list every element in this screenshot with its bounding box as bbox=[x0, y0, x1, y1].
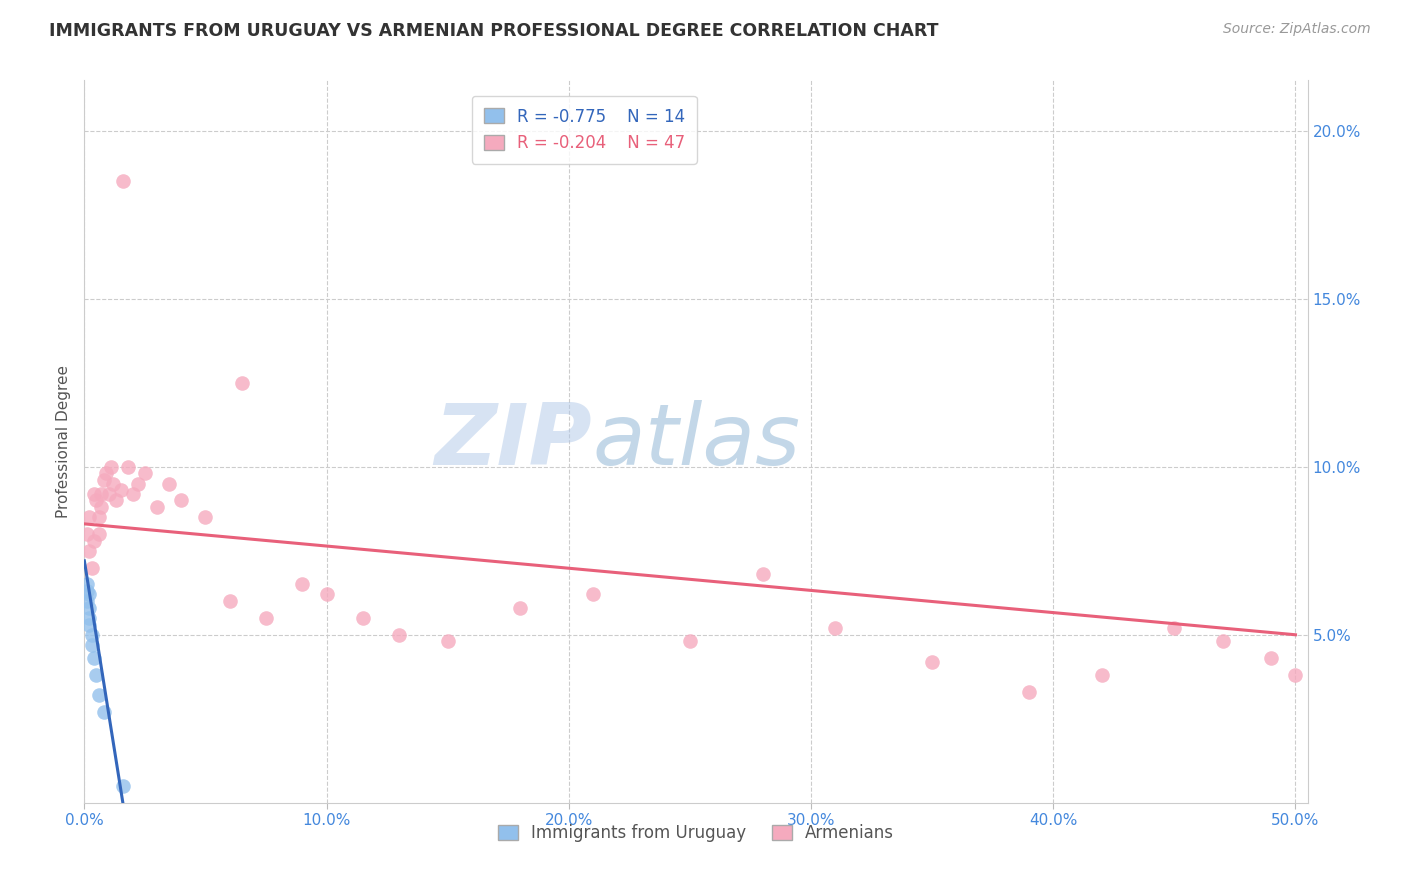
Point bbox=[86, 493, 108, 508]
Point bbox=[77, 611, 100, 625]
Point bbox=[76, 577, 98, 591]
Point bbox=[194, 510, 217, 524]
Point bbox=[87, 527, 110, 541]
Point bbox=[921, 655, 943, 669]
Point bbox=[231, 376, 253, 390]
Point bbox=[1260, 651, 1282, 665]
Point bbox=[1284, 668, 1306, 682]
Point bbox=[93, 705, 115, 719]
Y-axis label: Professional Degree: Professional Degree bbox=[56, 365, 72, 518]
Text: atlas: atlas bbox=[592, 400, 800, 483]
Point bbox=[112, 779, 135, 793]
Point bbox=[76, 594, 98, 608]
Text: IMMIGRANTS FROM URUGUAY VS ARMENIAN PROFESSIONAL DEGREE CORRELATION CHART: IMMIGRANTS FROM URUGUAY VS ARMENIAN PROF… bbox=[49, 22, 939, 40]
Point bbox=[751, 567, 773, 582]
Point bbox=[1163, 621, 1185, 635]
Point bbox=[824, 621, 846, 635]
Point bbox=[1212, 634, 1234, 648]
Point bbox=[96, 467, 118, 481]
Point bbox=[679, 634, 702, 648]
Point bbox=[1091, 668, 1114, 682]
Point bbox=[77, 510, 100, 524]
Point bbox=[110, 483, 132, 498]
Point bbox=[77, 600, 100, 615]
Point bbox=[1018, 685, 1040, 699]
Point bbox=[77, 543, 100, 558]
Point bbox=[100, 459, 122, 474]
Point bbox=[80, 560, 103, 574]
Point bbox=[146, 500, 169, 514]
Point bbox=[83, 651, 105, 665]
Point bbox=[77, 587, 100, 601]
Point bbox=[352, 611, 374, 625]
Point bbox=[104, 493, 127, 508]
Point bbox=[254, 611, 277, 625]
Point bbox=[86, 668, 108, 682]
Point bbox=[509, 600, 531, 615]
Point bbox=[90, 486, 112, 500]
Point bbox=[388, 628, 411, 642]
Point bbox=[83, 486, 105, 500]
Point bbox=[83, 533, 105, 548]
Point bbox=[90, 500, 112, 514]
Text: ZIP: ZIP bbox=[434, 400, 592, 483]
Point bbox=[80, 638, 103, 652]
Point bbox=[103, 476, 125, 491]
Point bbox=[218, 594, 240, 608]
Point bbox=[112, 174, 135, 188]
Point bbox=[582, 587, 605, 601]
Point bbox=[77, 617, 100, 632]
Point bbox=[93, 473, 115, 487]
Point bbox=[87, 688, 110, 702]
Point bbox=[127, 476, 149, 491]
Point bbox=[97, 486, 120, 500]
Point bbox=[157, 476, 180, 491]
Legend: Immigrants from Uruguay, Armenians: Immigrants from Uruguay, Armenians bbox=[492, 817, 900, 848]
Point bbox=[76, 527, 98, 541]
Point bbox=[80, 628, 103, 642]
Point bbox=[170, 493, 193, 508]
Point bbox=[87, 510, 110, 524]
Point bbox=[121, 486, 143, 500]
Point bbox=[315, 587, 337, 601]
Point bbox=[117, 459, 139, 474]
Point bbox=[76, 584, 98, 599]
Text: Source: ZipAtlas.com: Source: ZipAtlas.com bbox=[1223, 22, 1371, 37]
Point bbox=[291, 577, 314, 591]
Point bbox=[134, 467, 156, 481]
Point bbox=[436, 634, 458, 648]
